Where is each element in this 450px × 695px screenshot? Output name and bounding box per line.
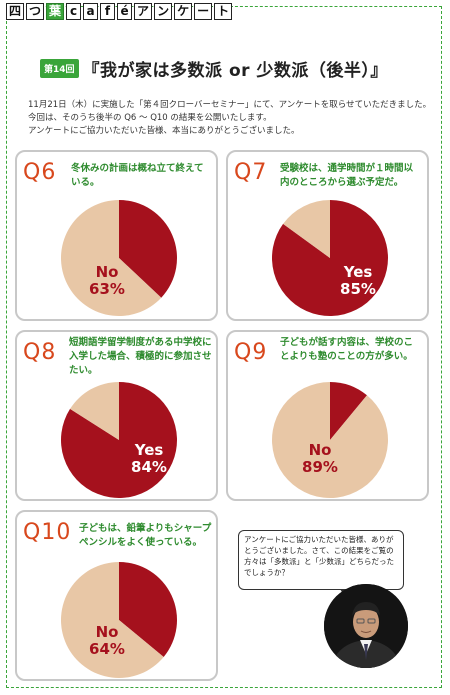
intro-line: 今回は、そのうち後半の Q6 ～ Q10 の結果を公開いたします。 [28, 113, 272, 123]
question-card-q7: Q7 受験校は、通学時間が１時間以内のところから選ぶ予定だ。 Yes 85% [226, 150, 429, 321]
presenter-portrait-icon [324, 584, 408, 668]
header-char: ー [194, 3, 213, 20]
pie-slice-no [272, 382, 388, 498]
pie-slice-no [60, 562, 164, 678]
pie-slice-yes [119, 200, 177, 298]
answer-percent: 63% [89, 280, 125, 298]
answer-label: No [95, 623, 119, 641]
header-char: ア [134, 3, 153, 20]
question-number: Q6 [23, 160, 57, 185]
speech-bubble: アンケートにご協力いただいた皆様、ありがとうございました。さて、この結果をご覧の… [238, 530, 404, 590]
question-text: 受験校は、通学時間が１時間以内のところから選ぶ予定だ。 [280, 163, 414, 188]
pie-label-q8: Yes 84% [109, 442, 189, 476]
question-number: Q9 [234, 340, 268, 365]
answer-label: No [308, 441, 332, 459]
question-number: Q10 [23, 520, 72, 545]
pie-slice-yes [60, 382, 177, 498]
question-card-q9: Q9 子どもが話す内容は、学校のことよりも塾のことの方が多い。 No 89% [226, 330, 429, 501]
question-number: Q8 [23, 340, 57, 365]
answer-percent: 89% [302, 458, 338, 476]
answer-percent: 84% [131, 458, 167, 476]
pie-chart-q10 [60, 562, 177, 678]
pie-label-q9: No 89% [280, 442, 360, 476]
pie-slice-no [283, 200, 330, 258]
header-char: ト [214, 3, 233, 20]
pie-slice-yes [119, 562, 177, 657]
question-card-q8: Q8 短期語学留学制度がある中学校に入学した場合、積極的に参加させたい。 Yes… [15, 330, 218, 501]
pie-slice-no [61, 200, 162, 316]
intro-line: 11月21日（木）に実施した「第４回クローバーセミナー」にて、アンケートを取らせ… [28, 100, 432, 110]
header-char: 葉 [46, 3, 65, 20]
intro-text: 11月21日（木）に実施した「第４回クローバーセミナー」にて、アンケートを取らせ… [28, 99, 432, 138]
pie-chart-q9 [272, 382, 388, 498]
pie-label-q6: No 63% [67, 264, 147, 298]
issue-badge: 第14回 [40, 59, 79, 78]
answer-label: Yes [134, 441, 164, 459]
pie-chart-q7 [272, 200, 388, 316]
question-text: 冬休みの計画は概ね立て終えている。 [71, 163, 204, 188]
question-number: Q7 [234, 160, 268, 185]
header-char: つ [26, 3, 45, 20]
question-card-q6: Q6 冬休みの計画は概ね立て終えている。 No 63% [15, 150, 218, 321]
answer-percent: 64% [89, 640, 125, 658]
answer-percent: 85% [340, 280, 376, 298]
header-char: a [83, 3, 99, 20]
question-text: 子どもは、鉛筆よりもシャープペンシルをよく使っている。 [79, 523, 212, 548]
pie-slice-no [70, 382, 119, 440]
title-row: 第14回 『我が家は多数派 or 少数派（後半）』 [40, 56, 388, 81]
question-text: 短期語学留学制度がある中学校に入学した場合、積極的に参加させたい。 [69, 337, 212, 376]
header-char: é [117, 3, 133, 20]
question-card-q10: Q10 子どもは、鉛筆よりもシャープペンシルをよく使っている。 No 64% [15, 510, 218, 681]
header-char: ン [154, 3, 173, 20]
answer-label: Yes [343, 263, 373, 281]
header-char: f [100, 3, 116, 20]
answer-label: No [95, 263, 119, 281]
question-text: 子どもが話す内容は、学校のことよりも塾のことの方が多い。 [280, 337, 414, 362]
pie-chart-q6 [61, 200, 177, 316]
pie-slice-yes [330, 382, 367, 440]
pie-label-q10: No 64% [67, 624, 147, 658]
header-char: 四 [6, 3, 25, 20]
pie-chart-q8 [60, 382, 177, 498]
header-char: c [66, 3, 82, 20]
intro-line: アンケートにご協力いただいた皆様、本当にありがとうございました。 [28, 126, 300, 136]
pie-label-q7: Yes 85% [318, 264, 398, 298]
page-title: 『我が家は多数派 or 少数派（後半）』 [82, 61, 388, 81]
header-char: ケ [174, 3, 193, 20]
presenter-photo [324, 584, 408, 668]
